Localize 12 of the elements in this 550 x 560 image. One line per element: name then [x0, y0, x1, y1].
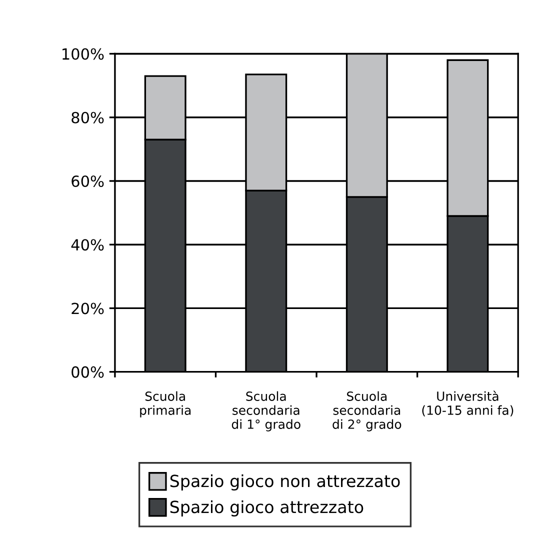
legend-label: Spazio gioco attrezzato — [170, 500, 364, 516]
x-tick-label: Scuola secondaria di 1° grado — [232, 391, 300, 432]
legend-label: Spazio gioco non attrezzato — [170, 474, 400, 490]
y-tick-label: 00% — [72, 366, 104, 378]
x-tick-label: Scuola secondaria di 2° grado — [332, 391, 402, 432]
y-tick-label: 80% — [72, 112, 104, 124]
x-tick-label: Università (10-15 anni fa) — [422, 390, 514, 416]
y-tick-label: 40% — [71, 239, 104, 251]
y-tick-label: 100% — [62, 48, 104, 60]
y-tick-label: 20% — [72, 302, 104, 314]
x-tick-label: Scuola primaria — [140, 391, 191, 418]
y-tick-label: 60% — [72, 175, 104, 188]
